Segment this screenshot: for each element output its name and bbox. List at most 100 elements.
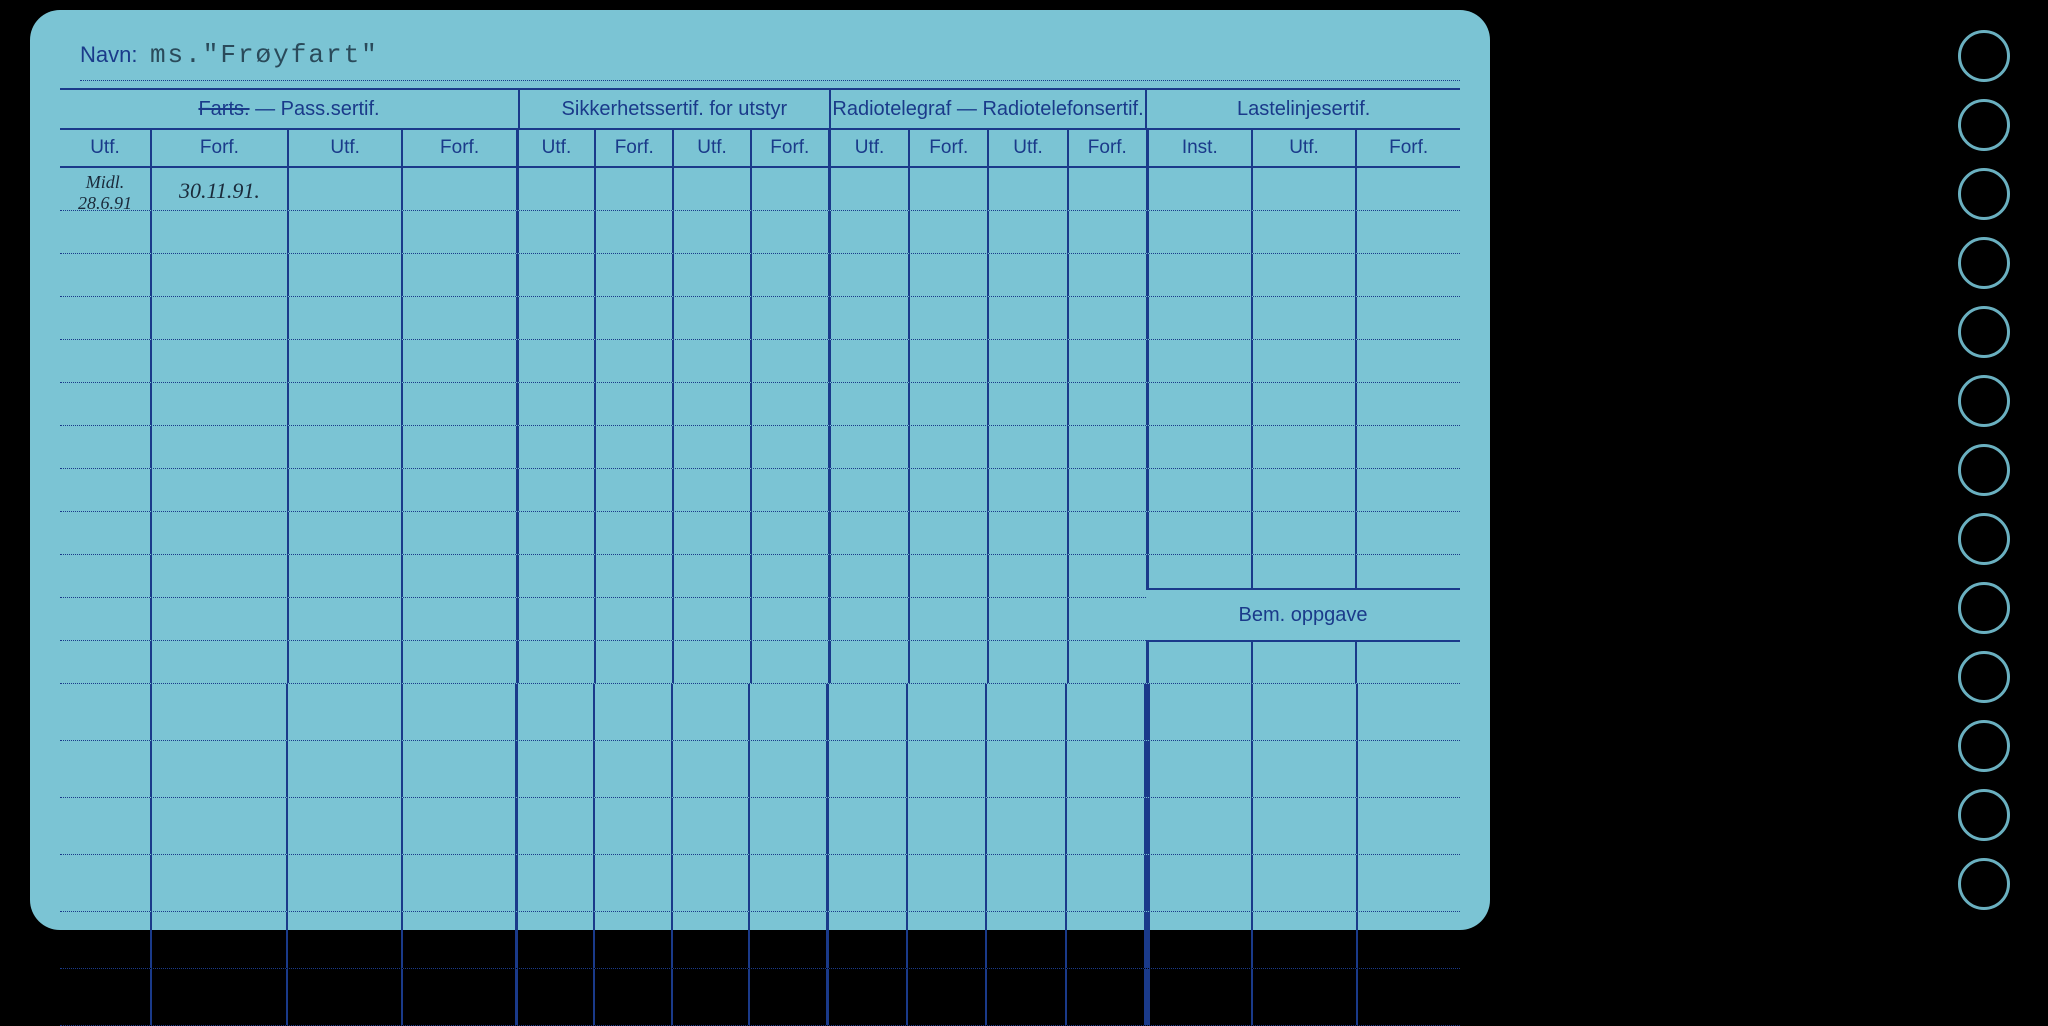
col-forf-7: Forf. xyxy=(1357,130,1460,166)
table-cell xyxy=(519,555,596,597)
table-cell xyxy=(596,426,674,468)
punch-hole xyxy=(1958,375,2010,427)
table-cell xyxy=(289,641,403,683)
table-cell xyxy=(910,340,989,382)
table-cell xyxy=(1069,555,1149,597)
table-row xyxy=(60,254,1460,297)
table-cell xyxy=(831,211,910,253)
table-cell xyxy=(1069,340,1149,382)
table-cell xyxy=(403,598,518,640)
table-cell xyxy=(152,912,289,968)
table-cell xyxy=(595,798,673,854)
table-cell xyxy=(910,512,989,554)
navn-label: Navn: xyxy=(80,42,137,68)
bem-cell xyxy=(1253,684,1357,740)
table-cell xyxy=(288,912,402,968)
bem-cell xyxy=(1358,741,1460,797)
table-cell xyxy=(596,512,674,554)
table-row xyxy=(60,912,1460,969)
table-cell xyxy=(519,297,596,339)
table-cell xyxy=(403,254,518,296)
table-cell xyxy=(152,855,289,911)
table-cell xyxy=(910,598,989,640)
table-cell xyxy=(1069,383,1149,425)
table-cell xyxy=(518,969,595,1025)
punch-hole xyxy=(1958,99,2010,151)
punch-hole xyxy=(1958,651,2010,703)
punch-hole xyxy=(1958,720,2010,772)
table-cell xyxy=(403,469,518,511)
table-cell xyxy=(152,598,289,640)
table-cell xyxy=(519,426,596,468)
certificate-table: Farts. — Pass.sertif. Sikkerhetssertif. … xyxy=(60,88,1460,910)
table-cell xyxy=(519,211,596,253)
table-row xyxy=(60,426,1460,469)
table-cell xyxy=(519,254,596,296)
table-cell xyxy=(750,741,829,797)
table-cell xyxy=(152,555,289,597)
table-row xyxy=(60,855,1460,912)
table-cell xyxy=(1149,641,1253,683)
bem-cell xyxy=(1147,912,1253,968)
table-cell xyxy=(1149,512,1253,554)
bem-cell xyxy=(1147,741,1253,797)
table-row xyxy=(60,469,1460,512)
table-row xyxy=(60,211,1460,254)
table-cell xyxy=(673,684,750,740)
col-utf-2: Utf. xyxy=(289,130,403,166)
table-cell xyxy=(596,469,674,511)
table-cell xyxy=(60,512,152,554)
table-cell xyxy=(60,555,152,597)
table-cell xyxy=(60,211,152,253)
bem-cell xyxy=(1253,741,1357,797)
table-cell xyxy=(519,340,596,382)
table-cell xyxy=(1253,512,1358,554)
table-cell xyxy=(60,741,152,797)
table-cell xyxy=(152,297,289,339)
table-cell xyxy=(1149,254,1253,296)
table-cell xyxy=(831,426,910,468)
table-cell xyxy=(673,855,750,911)
group-header-row: Farts. — Pass.sertif. Sikkerhetssertif. … xyxy=(60,88,1460,130)
table-row xyxy=(60,383,1460,426)
table-cell xyxy=(152,469,289,511)
table-cell xyxy=(752,555,831,597)
table-cell xyxy=(987,912,1066,968)
table-cell xyxy=(595,969,673,1025)
table-cell xyxy=(1253,469,1358,511)
table-cell xyxy=(60,254,152,296)
table-cell xyxy=(152,741,289,797)
table-cell xyxy=(152,641,289,683)
table-cell xyxy=(1067,798,1147,854)
table-cell xyxy=(987,855,1066,911)
table-cell xyxy=(1069,254,1149,296)
table-cell xyxy=(989,340,1068,382)
table-cell xyxy=(989,512,1068,554)
table-cell xyxy=(1069,469,1149,511)
table-row xyxy=(60,340,1460,383)
table-cell xyxy=(289,168,403,210)
table-cell xyxy=(60,598,152,640)
table-cell xyxy=(831,254,910,296)
table-cell xyxy=(1357,211,1460,253)
index-card: Navn: ms."Frøyfart" Farts. — Pass.sertif… xyxy=(30,10,1490,930)
table-cell xyxy=(908,912,987,968)
table-cell xyxy=(674,383,751,425)
table-cell xyxy=(1067,855,1147,911)
table-row xyxy=(60,684,1460,741)
table-cell xyxy=(403,340,518,382)
table-cell xyxy=(752,340,831,382)
table-cell xyxy=(829,912,908,968)
bem-cell xyxy=(1358,798,1460,854)
table-cell xyxy=(908,969,987,1025)
table-cell xyxy=(152,340,289,382)
punch-hole xyxy=(1958,789,2010,841)
table-cell xyxy=(403,555,518,597)
table-cell xyxy=(1149,168,1253,210)
table-cell xyxy=(1069,426,1149,468)
table-cell xyxy=(152,426,289,468)
bem-cell xyxy=(1358,912,1460,968)
table-cell xyxy=(60,912,152,968)
table-cell xyxy=(752,512,831,554)
table-cell xyxy=(1149,211,1253,253)
